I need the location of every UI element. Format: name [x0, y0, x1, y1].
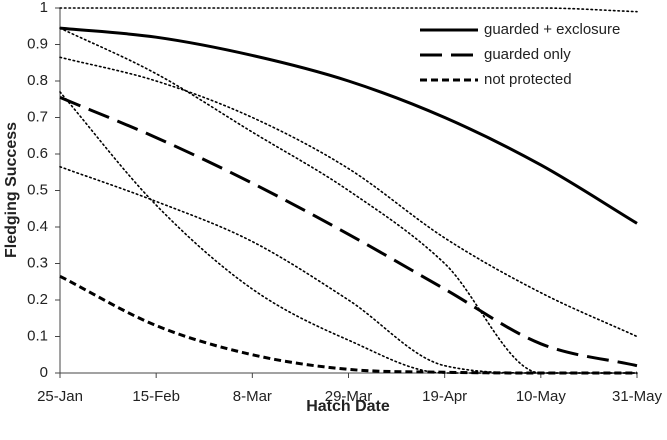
- y-tick-label: 1: [40, 0, 48, 16]
- series-line: [59, 165, 638, 374]
- series-line: [59, 26, 638, 225]
- y-tick-label: 0.7: [27, 108, 48, 125]
- x-tick-label: 29-Mar: [325, 388, 373, 405]
- y-tick-label: 0.8: [27, 72, 48, 89]
- y-tick-label: 0: [40, 364, 48, 381]
- series-line: [59, 56, 638, 338]
- legend-label: guarded only: [484, 46, 571, 63]
- series-line: [59, 7, 638, 13]
- x-tick-label: 19-Apr: [422, 388, 467, 405]
- y-axis-title: Fledging Success: [3, 122, 20, 258]
- y-tick-label: 0.6: [27, 145, 48, 162]
- y-tick-label: 0.9: [27, 35, 48, 52]
- series-line: [59, 96, 638, 368]
- y-tick-label: 0.4: [27, 218, 48, 235]
- series-line: [59, 274, 637, 375]
- y-tick-label: 0.3: [27, 254, 48, 271]
- x-tick-label: 15-Feb: [132, 388, 180, 405]
- x-tick-label: 10-May: [516, 388, 567, 405]
- x-axis-title: Hatch Date: [306, 398, 390, 415]
- legend-label: guarded + exclosure: [484, 21, 620, 38]
- x-tick-label: 25-Jan: [37, 388, 83, 405]
- x-tick-label: 31-May: [612, 388, 663, 405]
- y-tick-label: 0.2: [27, 291, 48, 308]
- legend-label: not protected: [484, 71, 572, 88]
- y-tick-label: 0.5: [27, 181, 48, 198]
- y-tick-label: 0.1: [27, 327, 48, 344]
- x-tick-label: 8-Mar: [233, 388, 272, 405]
